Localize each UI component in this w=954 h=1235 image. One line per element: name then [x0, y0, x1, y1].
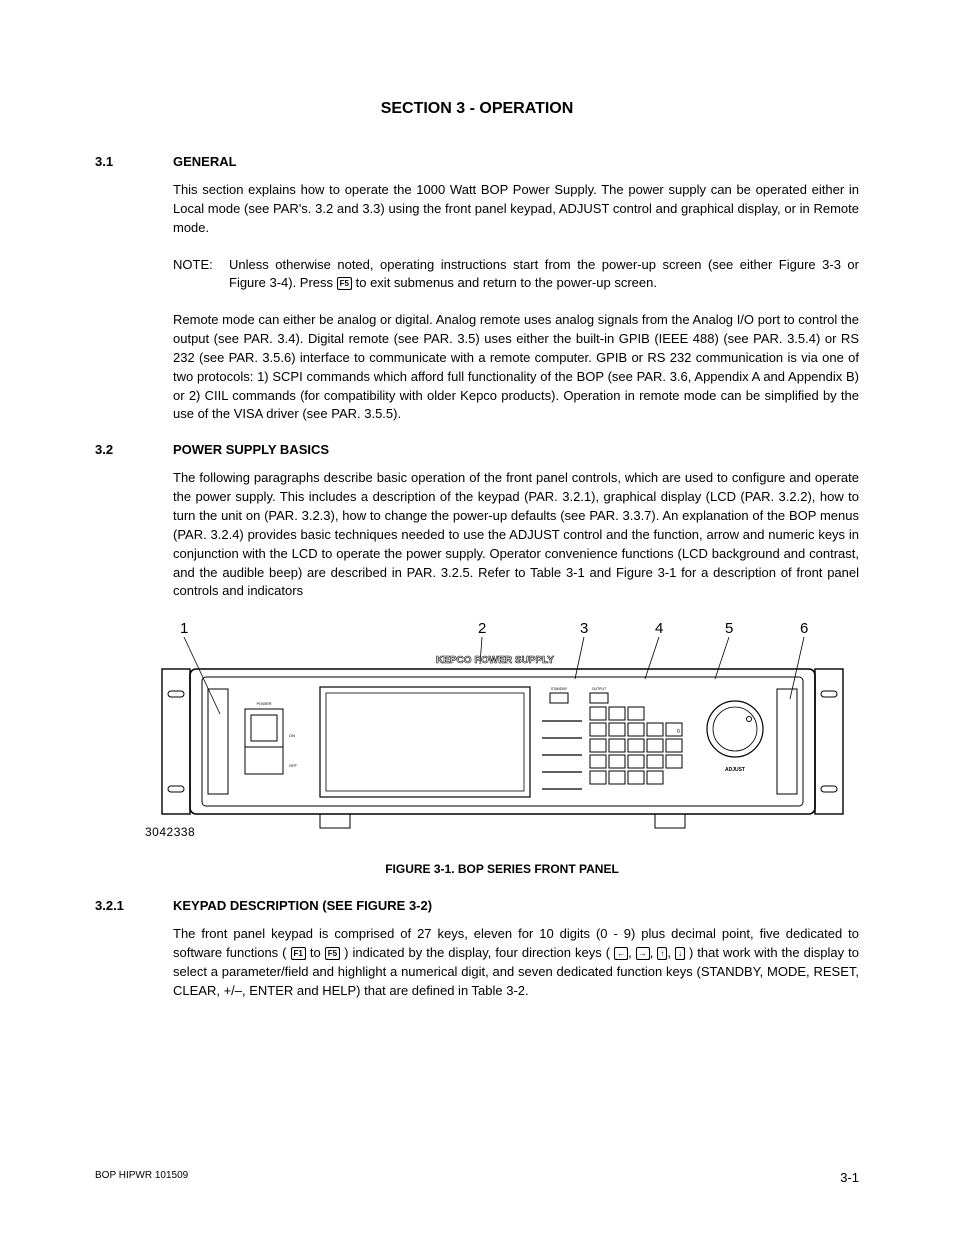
key-down-icon: ↓ — [675, 947, 685, 960]
front-panel-diagram: 1 2 3 4 5 6 KEPCO POWER SUPPLY POWER ON OFF STANDB… — [145, 619, 845, 839]
svg-text:3: 3 — [580, 620, 588, 637]
key-up-icon: ↑ — [657, 947, 667, 960]
svg-text:0: 0 — [677, 729, 680, 735]
svg-text:1: 1 — [180, 620, 188, 637]
key-left-icon: ← — [614, 947, 628, 960]
key-f5-icon: F5 — [337, 277, 352, 290]
note-text-post: to exit submenus and return to the power… — [356, 275, 657, 290]
heading-text: KEYPAD DESCRIPTION (SEE FIGURE 3-2) — [173, 898, 859, 913]
heading-3-1: 3.1 GENERAL — [95, 154, 859, 169]
heading-number: 3.2.1 — [95, 898, 173, 913]
document-page: SECTION 3 - OPERATION 3.1 GENERAL This s… — [0, 0, 954, 1235]
svg-text:6: 6 — [800, 620, 808, 637]
heading-3-2: 3.2 POWER SUPPLY BASICS — [95, 442, 859, 457]
svg-text:2: 2 — [478, 620, 486, 637]
footer-left: BOP HIPWR 101509 — [95, 1170, 188, 1185]
paragraph-keypad: The front panel keypad is comprised of 2… — [173, 925, 859, 1000]
footer-page-number: 3-1 — [840, 1170, 859, 1185]
text-run: ) indicated by the display, four directi… — [344, 945, 610, 960]
text-run: , — [650, 945, 658, 960]
svg-text:3042338: 3042338 — [145, 825, 195, 839]
text-run: , — [628, 945, 636, 960]
key-right-icon: → — [636, 947, 650, 960]
figure-3-1: 1 2 3 4 5 6 KEPCO POWER SUPPLY POWER ON OFF STANDB… — [145, 619, 859, 876]
svg-text:ADJUST: ADJUST — [725, 767, 745, 773]
svg-text:POWER: POWER — [256, 701, 271, 706]
key-f1-icon: F1 — [291, 947, 306, 960]
note-body: Unless otherwise noted, operating instru… — [229, 256, 859, 294]
key-f5-icon: F5 — [325, 947, 340, 960]
svg-text:STANDBY: STANDBY — [551, 687, 568, 691]
svg-text:OFF: OFF — [289, 763, 298, 768]
paragraph: The following paragraphs describe basic … — [173, 469, 859, 601]
svg-text:5: 5 — [725, 620, 733, 637]
page-footer: BOP HIPWR 101509 3-1 — [95, 1170, 859, 1185]
text-run: , — [667, 945, 675, 960]
heading-number: 3.2 — [95, 442, 173, 457]
note-block: NOTE: Unless otherwise noted, operating … — [173, 256, 859, 294]
heading-text: POWER SUPPLY BASICS — [173, 442, 859, 457]
paragraph: Remote mode can either be analog or digi… — [173, 311, 859, 424]
heading-number: 3.1 — [95, 154, 173, 169]
svg-text:OUTPUT: OUTPUT — [592, 687, 607, 691]
section-title: SECTION 3 - OPERATION — [95, 100, 859, 118]
svg-text:KEPCO POWER SUPPLY: KEPCO POWER SUPPLY — [436, 655, 554, 666]
figure-caption: FIGURE 3-1. BOP SERIES FRONT PANEL — [145, 862, 859, 876]
note-label: NOTE: — [173, 256, 229, 294]
svg-text:4: 4 — [655, 620, 663, 637]
svg-text:ON: ON — [289, 733, 295, 738]
paragraph: This section explains how to operate the… — [173, 181, 859, 238]
heading-text: GENERAL — [173, 154, 859, 169]
text-run: to — [310, 945, 325, 960]
heading-3-2-1: 3.2.1 KEYPAD DESCRIPTION (SEE FIGURE 3-2… — [95, 898, 859, 913]
